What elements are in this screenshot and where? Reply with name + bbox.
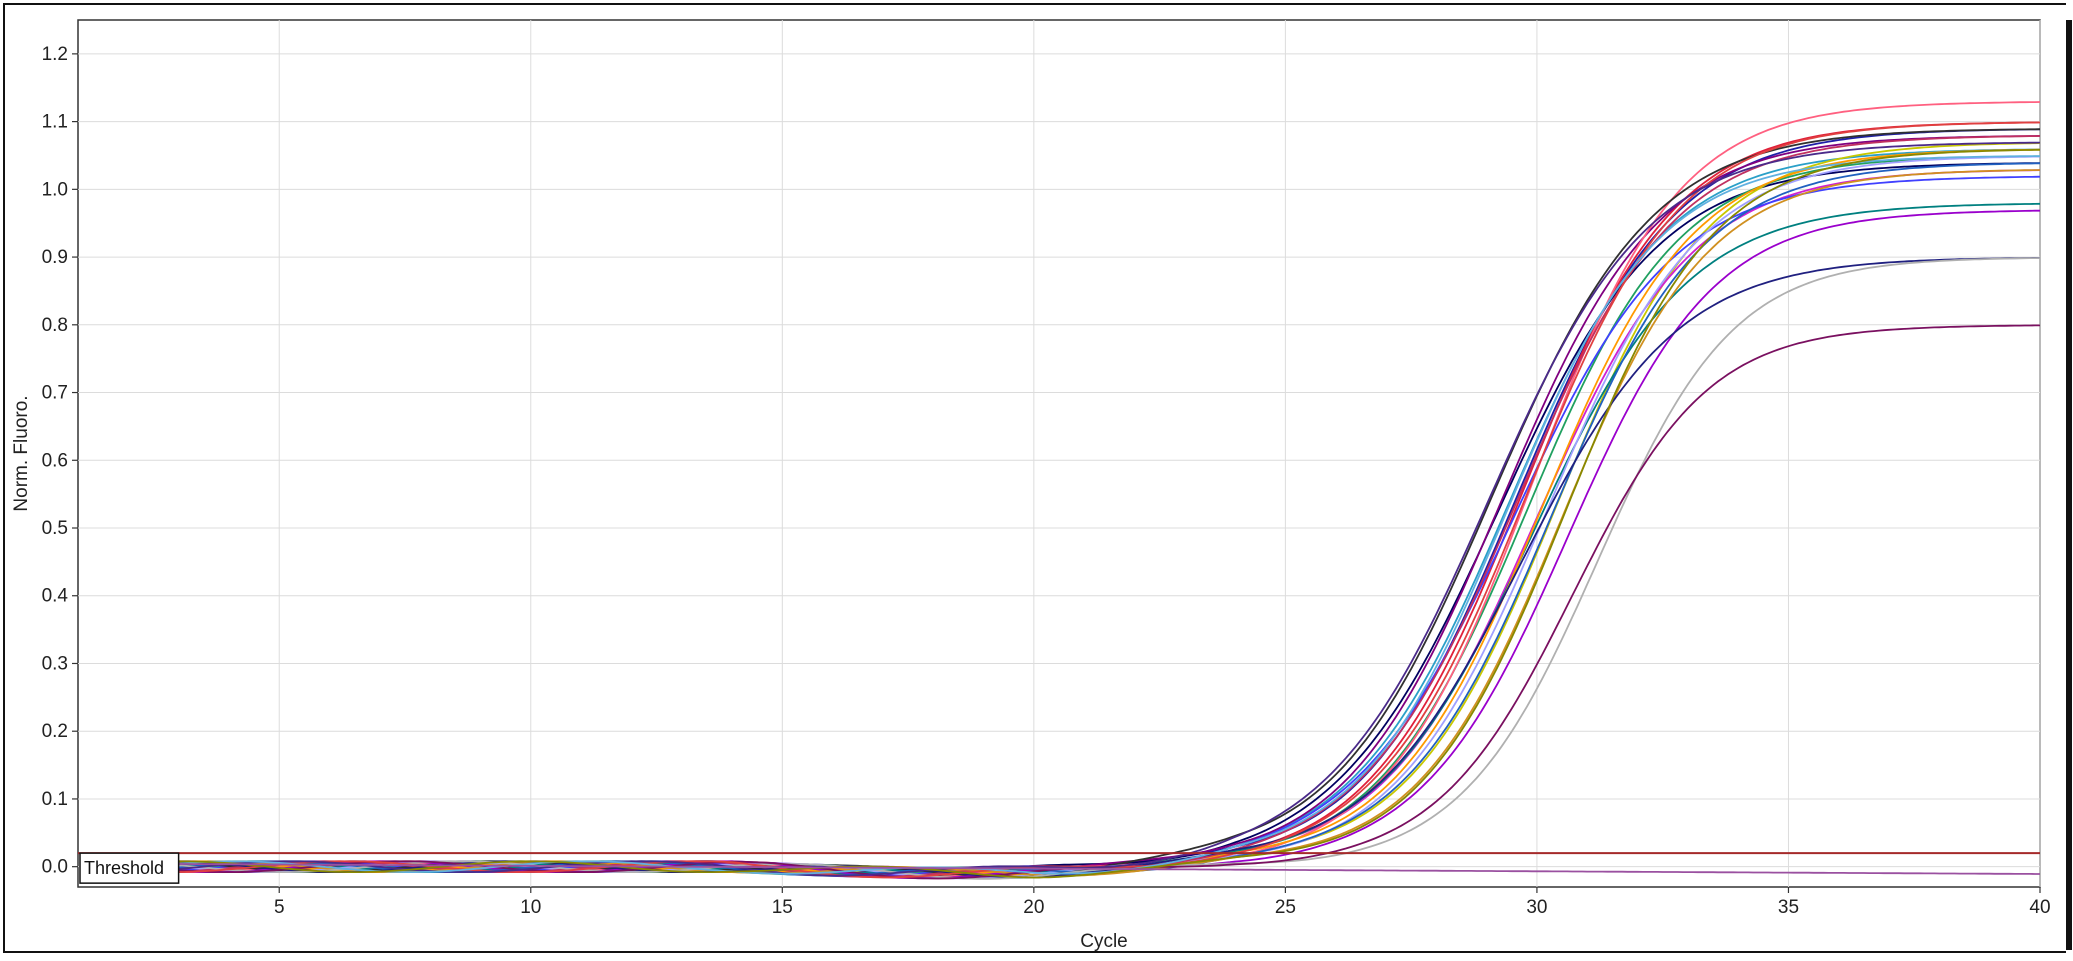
y-tick-label: 0.2 (42, 721, 68, 742)
x-tick-label: 35 (1778, 897, 1799, 918)
y-tick-label: 0.9 (42, 247, 68, 268)
window-edge (2066, 20, 2072, 950)
y-tick-label: 0.1 (42, 789, 68, 810)
y-tick-label: 0.3 (42, 653, 68, 674)
y-tick-label: 0.7 (42, 383, 68, 404)
y-tick-label: 0.4 (42, 586, 69, 607)
y-tick-label: 1.2 (42, 44, 68, 65)
y-tick-label: 0.8 (42, 315, 68, 336)
amplification-curve[interactable] (178, 148, 2041, 879)
x-tick-label: 10 (520, 897, 541, 918)
x-tick-label: 15 (772, 897, 793, 918)
amplification-curves (178, 101, 2041, 880)
x-tick-label: 20 (1023, 897, 1044, 918)
x-tick-label: 25 (1275, 897, 1296, 918)
x-tick-label: 5 (274, 897, 285, 918)
threshold-label: Threshold (84, 858, 164, 878)
x-tick-label: 40 (2029, 897, 2050, 918)
threshold-label-box (79, 852, 180, 884)
y-tick-label: 0.6 (42, 450, 68, 471)
amplification-curve[interactable] (178, 863, 2040, 875)
amplification-curve[interactable] (178, 141, 2041, 877)
y-tick-labels: 0.0 0.1 0.2 0.3 0.4 0.5 0.6 0.7 0.8 0.9 1.0 1.1 1.2 (42, 44, 78, 878)
x-tick-label: 30 (1526, 897, 1547, 918)
y-tick-label: 1.1 (42, 112, 68, 133)
x-axis-title: Cycle (1080, 931, 1128, 952)
x-tick-labels: 5 10 15 20 25 30 35 40 (274, 887, 2051, 918)
y-tick-label: 0.5 (42, 518, 68, 539)
y-tick-label: 1.0 (42, 179, 68, 200)
y-axis-title: Norm. Fluoro. (11, 395, 32, 511)
plot-area (77, 19, 2041, 888)
y-tick-label: 0.0 (42, 857, 68, 878)
